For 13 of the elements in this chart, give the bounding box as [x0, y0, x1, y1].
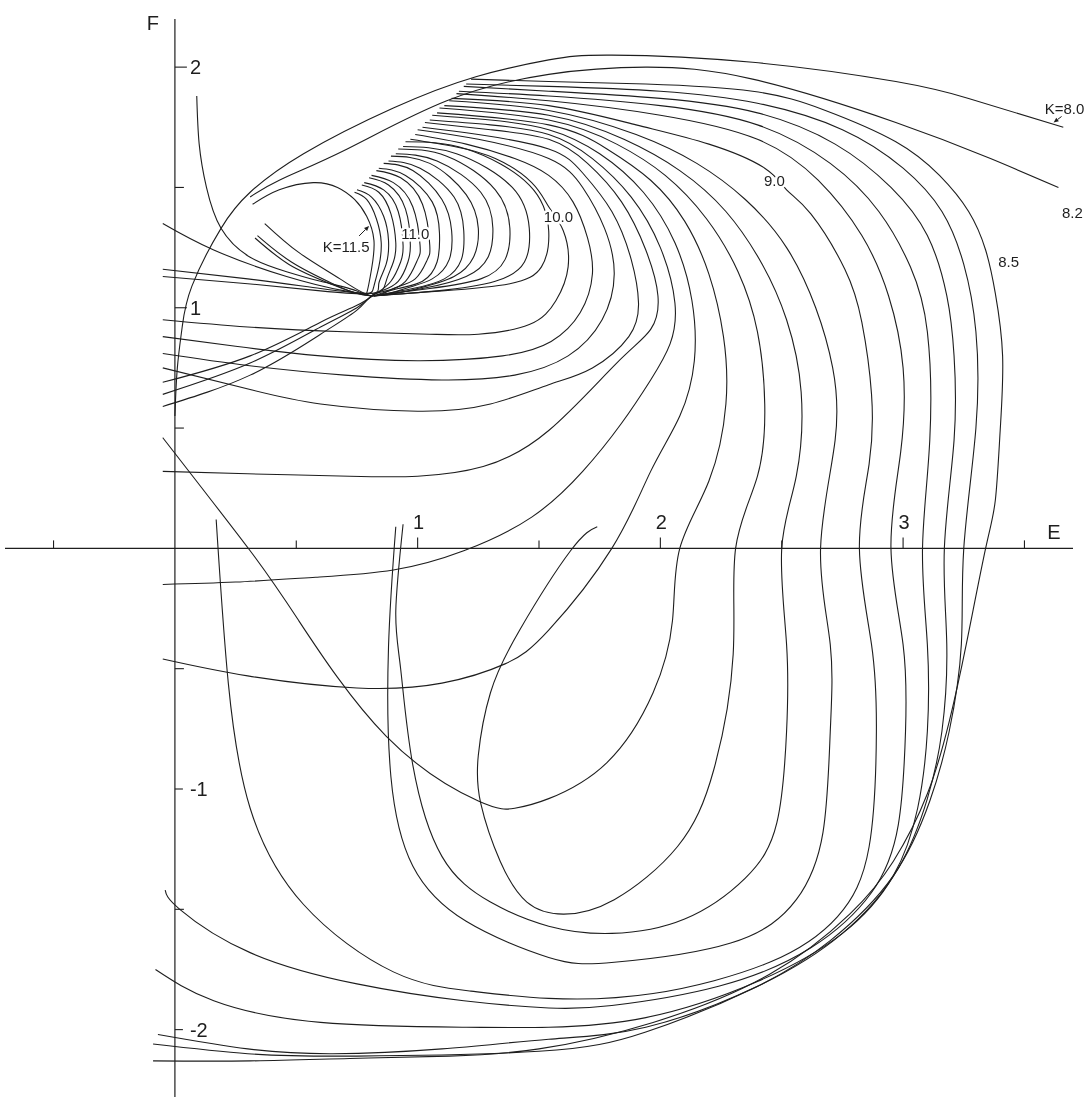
- x-axis-title: E: [1047, 520, 1061, 543]
- y-axis-title: F: [146, 12, 160, 35]
- x-tick-label: 3: [898, 511, 910, 534]
- y-tick-label: 1: [189, 296, 202, 319]
- annotation: 8.2: [1062, 203, 1083, 221]
- annotation: K=8.0: [1044, 99, 1085, 117]
- x-tick-label: 1: [413, 511, 425, 534]
- y-tick-label: -1: [189, 778, 208, 801]
- x-tick-label: 2: [655, 511, 667, 534]
- annotation: K=11.5: [322, 238, 370, 256]
- annotation: 8.5: [998, 253, 1020, 271]
- y-tick-label: -2: [189, 1018, 208, 1041]
- y-tick-label: 2: [189, 56, 202, 79]
